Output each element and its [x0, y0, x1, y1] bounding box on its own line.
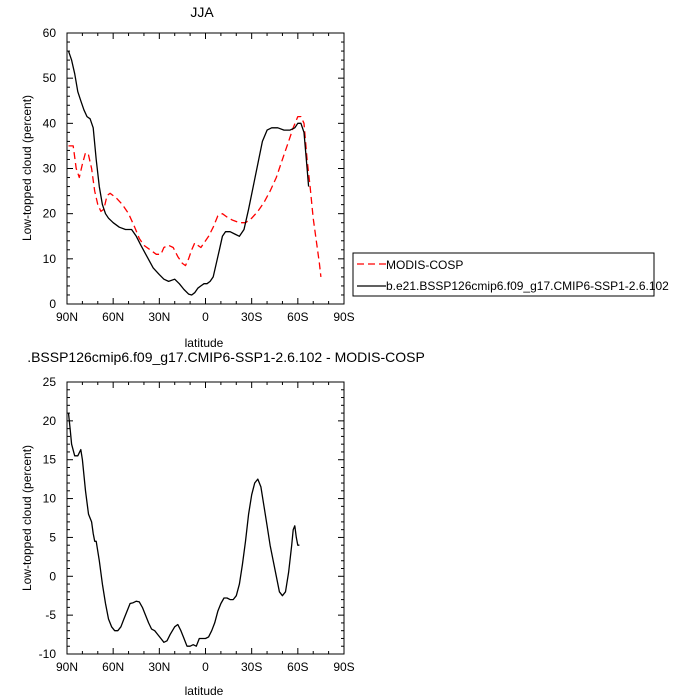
bottom-y-tick-label: -10	[39, 647, 57, 661]
bottom-series-line-0	[67, 413, 300, 647]
bottom-y-tick-label: -5	[45, 608, 56, 622]
top-y-tick-label: 50	[43, 71, 57, 85]
bottom-chart-ylabel: Low-topped cloud (percent)	[20, 445, 34, 591]
top-chart-xlabel: latitude	[185, 336, 224, 350]
top-series-line-1	[67, 50, 310, 296]
bottom-x-tick-label: 60S	[287, 660, 308, 674]
bottom-chart-title: .BSSP126cmip6.f09_g17.CMIP6-SSP1-2.6.102…	[27, 349, 425, 365]
bottom-y-tick-label: 5	[49, 530, 56, 544]
top-x-tick-label: 30N	[148, 310, 170, 324]
bottom-x-tick-label: 90S	[333, 660, 354, 674]
bottom-x-tick-label: 30N	[148, 660, 170, 674]
top-y-tick-label: 30	[43, 162, 57, 176]
bottom-chart-xlabel: latitude	[185, 684, 224, 698]
top-panel: JJA 90N 60N 30N 0 30S 60S 90S 0 10 20 30 40 50 60 lat…	[20, 4, 355, 350]
bottom-y-tick-label: 25	[43, 375, 57, 389]
top-chart-ylabel: Low-topped cloud (percent)	[20, 95, 34, 241]
legend-box	[352, 252, 655, 297]
top-x-tick-label: 30S	[241, 310, 262, 324]
bottom-chart-frame	[66, 381, 345, 655]
bottom-y-tick-label: 10	[43, 492, 57, 506]
legend-label-model: b.e21.BSSP126cmip6.f09_g17.CMIP6-SSP1-2.…	[386, 279, 669, 293]
bottom-x-tick-label: 30S	[241, 660, 262, 674]
top-y-tick-label: 0	[49, 297, 56, 311]
bottom-x-tick-label: 90N	[56, 660, 78, 674]
top-x-tick-label: 60S	[287, 310, 308, 324]
top-series-line-0	[68, 115, 322, 277]
bottom-y-tick-label: 20	[43, 414, 57, 428]
bottom-y-tick-label: 0	[49, 569, 56, 583]
bottom-chart-plot-area: 90N 60N 30N 0 30S 60S 90S -10 -5 0 5 10 15 20 25	[39, 375, 355, 674]
top-y-tick-label: 10	[43, 252, 57, 266]
top-chart-title: JJA	[190, 4, 214, 20]
legend-label-modis: MODIS-COSP	[386, 258, 463, 272]
bottom-panel: .BSSP126cmip6.f09_g17.CMIP6-SSP1-2.6.102…	[20, 349, 425, 698]
legend: MODIS-COSP b.e21.BSSP126cmip6.f09_g17.CM…	[352, 252, 669, 297]
top-chart-plot-area: 90N 60N 30N 0 30S 60S 90S 0 10 20 30 40 50 60	[43, 26, 355, 324]
top-chart-frame	[66, 32, 345, 305]
bottom-y-tick-label: 15	[43, 453, 57, 467]
top-x-tick-label: 0	[202, 310, 209, 324]
bottom-x-tick-label: 0	[202, 660, 209, 674]
top-y-tick-label: 40	[43, 116, 57, 130]
top-y-tick-label: 20	[43, 207, 57, 221]
top-y-tick-label: 60	[43, 26, 57, 40]
bottom-x-tick-label: 60N	[102, 660, 124, 674]
top-x-tick-label: 90N	[56, 310, 78, 324]
top-x-tick-label: 60N	[102, 310, 124, 324]
top-x-tick-label: 90S	[333, 310, 354, 324]
